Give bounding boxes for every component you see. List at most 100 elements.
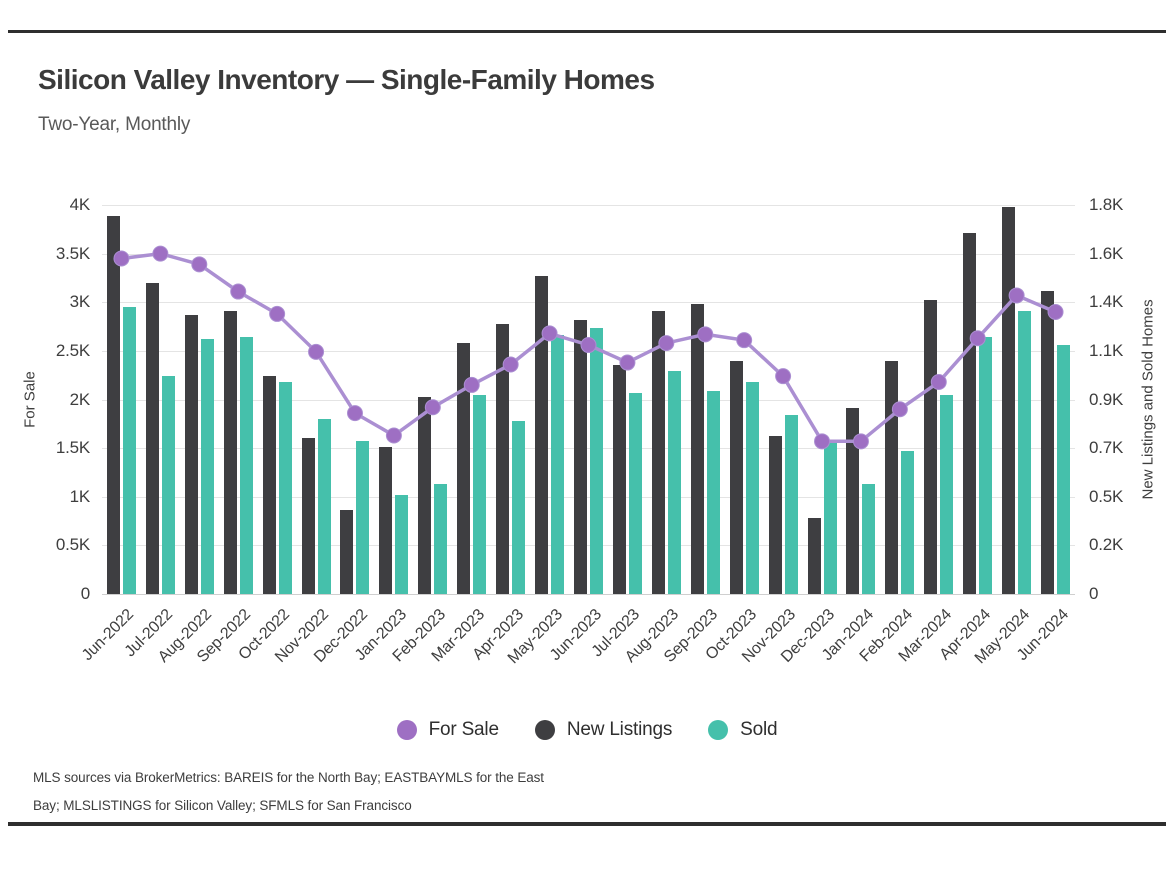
bar-new-listings (457, 343, 471, 594)
for-sale-point: Jul-2022 · For Sale: 3500 (152, 245, 169, 262)
for-sale-point: Jan-2023 · For Sale: 1630 (385, 427, 402, 444)
bar-sold (122, 306, 136, 594)
bar-new-listings (496, 323, 510, 594)
bar-new-listings (690, 304, 704, 594)
right-axis-tick-label: 0 (1089, 584, 1099, 603)
bar-sold (200, 338, 214, 594)
for-sale-point: Jun-2023 · For Sale: 2560 (580, 337, 597, 354)
chart-legend: For Sale New Listings Sold (0, 719, 1174, 741)
legend-swatch-new-listings-icon (534, 720, 555, 740)
right-axis-tick-label: 0.9K (1089, 389, 1124, 409)
for-sale-point: Nov-2022 · For Sale: 2490 (308, 343, 325, 360)
left-axis-tick-label: 3.5K (55, 243, 90, 263)
bar-new-listings (768, 436, 782, 594)
bar-new-listings (262, 375, 276, 594)
bar-sold (745, 382, 759, 594)
for-sale-point: Dec-2023 · For Sale: 1570 (814, 433, 831, 450)
legend-swatch-for-sale-icon (396, 720, 417, 740)
bar-new-listings (379, 447, 393, 594)
gridline (102, 399, 1075, 401)
bar-new-listings (846, 408, 860, 594)
left-axis-tick-label: 4K (69, 195, 91, 214)
for-sale-point: Sep-2022 · For Sale: 3110 (230, 283, 247, 300)
for-sale-point: May-2024 · For Sale: 3070 (1008, 287, 1025, 304)
legend-item-sold: Sold (708, 719, 778, 741)
bar-new-listings (807, 518, 821, 594)
left-axis-tick-label: 0 (80, 584, 90, 603)
top-divider (8, 30, 1166, 33)
bar-sold (434, 483, 448, 594)
right-axis-title: New Listings and Sold Homes (1139, 298, 1157, 499)
bar-sold (862, 483, 876, 594)
bar-new-listings (612, 364, 626, 594)
bar-sold (940, 395, 954, 594)
chart-subtitle: Two-Year, Monthly (38, 114, 191, 135)
left-axis-tick-label: 3K (69, 292, 91, 312)
bar-new-listings (106, 215, 120, 594)
for-sale-point: Dec-2022 · For Sale: 1860 (346, 405, 363, 422)
bar-sold (512, 421, 526, 594)
for-sale-point: Apr-2024 · For Sale: 2630 (969, 330, 986, 347)
bar-new-listings (574, 319, 587, 594)
bar-sold (551, 334, 565, 594)
bar-sold (823, 442, 837, 594)
for-sale-point: Jan-2024 · For Sale: 1570 (852, 433, 869, 450)
bar-sold (395, 494, 409, 594)
bottom-divider (8, 822, 1166, 826)
gridline (102, 448, 1075, 450)
right-axis-tick-label: 0.7K (1089, 438, 1124, 458)
for-sale-point: Aug-2023 · For Sale: 2580 (658, 335, 675, 352)
gridline (102, 253, 1075, 255)
for-sale-line-layer: Jun-2022 · For Sale: 3450 Jul-2022 · For … (113, 245, 1064, 450)
left-axis-title: For Sale (21, 370, 39, 428)
for-sale-point: Nov-2023 · For Sale: 2240 (775, 368, 792, 385)
right-axis-tick-label: 1.4K (1089, 292, 1124, 312)
bar-new-listings (535, 276, 549, 594)
gridline (102, 594, 1075, 595)
right-axis-tick-label: 0.5K (1089, 486, 1124, 506)
for-sale-point: Jul-2023 · For Sale: 2380 (619, 354, 636, 371)
bar-sold (356, 440, 370, 594)
bar-new-listings (1041, 291, 1055, 594)
legend-label: New Listings (566, 719, 673, 740)
bar-sold (667, 371, 681, 594)
legend-item-for-sale: For Sale (396, 719, 499, 741)
left-axis-tick-label: 1K (69, 486, 91, 506)
for-sale-point: Jun-2024 · For Sale: 2900 (1047, 303, 1064, 320)
bar-new-listings (340, 509, 354, 594)
right-axis-tick-label: 1.6K (1089, 243, 1124, 263)
bar-sold (628, 393, 642, 594)
for-sale-point: Aug-2022 · For Sale: 3390 (191, 256, 208, 273)
bar-sold (979, 336, 993, 594)
left-axis-tick-label: 2.5K (55, 340, 90, 360)
for-sale-point: Jun-2022 · For Sale: 3450 (113, 250, 130, 267)
bar-sold (161, 375, 175, 594)
bar-sold (1018, 310, 1032, 594)
chart-title: Silicon Valley Inventory — Single-Family… (38, 64, 655, 95)
left-axis-tick-label: 0.5K (55, 535, 90, 555)
for-sale-point: Oct-2023 · For Sale: 2610 (736, 332, 753, 349)
for-sale-point: May-2023 · For Sale: 2680 (541, 325, 558, 342)
right-axis-tick-label: 1.8K (1089, 195, 1124, 214)
legend-label: For Sale (428, 719, 499, 740)
gridline (102, 545, 1075, 547)
bar-sold (473, 395, 487, 594)
bar-new-listings (301, 438, 315, 594)
for-sale-point: Feb-2024 · For Sale: 1900 (891, 401, 908, 418)
legend-item-new-listings: New Listings (534, 719, 673, 741)
bar-sold (239, 336, 253, 594)
left-axis-tick-label: 2K (69, 389, 91, 409)
for-sale-point: Oct-2022 · For Sale: 2880 (269, 305, 286, 322)
legend-swatch-sold-icon (708, 720, 729, 740)
gridline (102, 205, 1075, 206)
gridline (102, 302, 1075, 304)
bar-sold (901, 451, 915, 594)
bar-new-listings (184, 315, 198, 594)
right-axis-tick-label: 1.1K (1089, 340, 1124, 360)
bar-new-listings (924, 300, 938, 594)
right-axis-tick-label: 0.2K (1089, 535, 1124, 555)
for-sale-point: Feb-2023 · For Sale: 1920 (424, 399, 441, 416)
for-sale-point: Mar-2024 · For Sale: 2180 (930, 373, 947, 390)
bar-new-listings (145, 282, 159, 594)
